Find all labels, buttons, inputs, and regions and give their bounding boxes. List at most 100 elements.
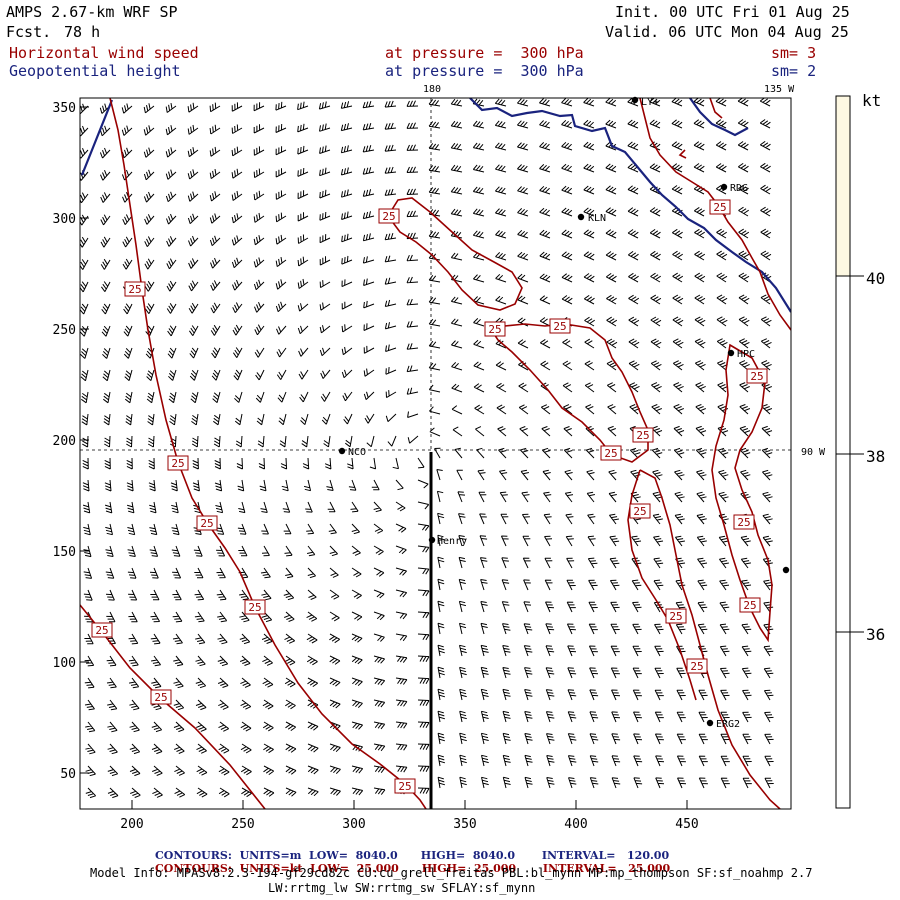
contour-label: 25 <box>378 208 400 224</box>
coastline <box>80 98 791 313</box>
contour-label: 25 <box>549 318 571 334</box>
contour-label: 25 <box>686 658 708 674</box>
svg-text:RDG: RDG <box>730 183 748 194</box>
forecast-label: Fcst. <box>6 23 52 41</box>
svg-text:NCO: NCO <box>348 447 366 458</box>
svg-text:25: 25 <box>743 599 756 612</box>
y-tick-label: 250 <box>53 323 76 338</box>
svg-text:LY+: LY+ <box>641 97 659 108</box>
smoothing-2: sm= 2 <box>771 62 817 80</box>
svg-text:25: 25 <box>95 624 108 637</box>
y-tick-label: 300 <box>53 212 76 227</box>
pressure-level-2: at pressure = 300 hPa <box>385 62 584 80</box>
y-tick-label: 200 <box>53 434 76 449</box>
station-erg2: ERG2 <box>706 719 740 730</box>
contour-label: 25 <box>709 199 731 215</box>
contour-label: 25 <box>244 599 266 615</box>
x-tick-label: 350 <box>453 817 476 832</box>
svg-text:25: 25 <box>737 516 750 529</box>
contour-label: 25 <box>733 514 755 530</box>
lon-label-90w: 90 W <box>801 447 826 458</box>
colorbar-tick: 38 <box>866 447 885 466</box>
station-henry: Henry <box>428 536 467 547</box>
station-hpc: HPC <box>727 349 755 360</box>
colorbar-top-swatch <box>836 96 850 276</box>
svg-text:Henry: Henry <box>437 536 467 547</box>
lon-label-180: 180 <box>423 84 441 95</box>
field-wind-speed: Horizontal wind speed <box>9 44 199 62</box>
contours-row-height: CONTOURS: UNITS=m LOW= 8040.0 HIGH= 8040… <box>155 849 670 862</box>
y-tick-label: 150 <box>53 545 76 560</box>
colorbar-tick: 36 <box>866 625 885 644</box>
field-geopotential: Geopotential height <box>9 62 181 80</box>
x-tick-label: 450 <box>675 817 698 832</box>
y-tick-label: 350 <box>53 101 76 116</box>
lon-label-135w: 135 W <box>764 84 795 95</box>
wind-speed-contours <box>80 98 791 809</box>
svg-text:25: 25 <box>154 691 167 704</box>
contour-label: 25 <box>600 445 622 461</box>
contour-labels: 25 25 25 25 25 25 25 25 25 25 25 25 25 2… <box>91 199 768 794</box>
graticule-lines <box>80 98 791 809</box>
stations: LY+ RDG KLN HPC NCO Henry ERG2 <box>338 96 790 730</box>
svg-text:25: 25 <box>128 283 141 296</box>
svg-text:25: 25 <box>171 457 184 470</box>
contour-label: 25 <box>394 778 416 794</box>
y-tick-label: 100 <box>53 656 76 671</box>
pressure-level-1: at pressure = 300 hPa <box>385 44 584 62</box>
svg-text:ERG2: ERG2 <box>716 719 740 730</box>
x-tick-label: 400 <box>564 817 587 832</box>
valid-time: Valid. 06 UTC Mon 04 Aug 25 <box>605 23 849 41</box>
contour-label: 25 <box>91 622 113 638</box>
contour-label: 25 <box>150 689 172 705</box>
init-time: Init. 00 UTC Fri 01 Aug 25 <box>615 3 850 21</box>
contour-label: 25 <box>665 608 687 624</box>
svg-text:25: 25 <box>200 517 213 530</box>
svg-text:25: 25 <box>488 323 501 336</box>
forecast-hours: 78 h <box>64 23 101 41</box>
svg-text:25: 25 <box>690 660 703 673</box>
svg-text:25: 25 <box>382 210 395 223</box>
x-tick-label: 200 <box>120 817 143 832</box>
contour-label: 25 <box>167 455 189 471</box>
x-tick-label: 300 <box>342 817 365 832</box>
contour-label: 25 <box>629 503 651 519</box>
contour-label: 25 <box>196 515 218 531</box>
station-rdg: RDG <box>720 183 748 194</box>
smoothing-1: sm= 3 <box>771 44 817 62</box>
svg-text:25: 25 <box>633 505 646 518</box>
x-axis-labels: 200 250 300 350 400 450 <box>120 817 698 832</box>
contour-label: 25 <box>746 368 768 384</box>
colorbar-frame <box>835 95 851 809</box>
station-nco: NCO <box>338 447 366 458</box>
svg-text:25: 25 <box>248 601 261 614</box>
y-axis-labels: 350 300 250 200 150 100 50 <box>53 101 76 782</box>
svg-text:25: 25 <box>750 370 763 383</box>
model-title: AMPS 2.67-km WRF SP <box>6 3 178 21</box>
y-tick-label: 50 <box>60 767 76 782</box>
colorbar-tick: 40 <box>866 269 885 288</box>
colorbar-unit: kt <box>862 91 881 110</box>
contour-label: 25 <box>739 597 761 613</box>
svg-text:25: 25 <box>636 429 649 442</box>
contour-label: 25 <box>124 281 146 297</box>
model-info-line2: LW:rrtmg_lw SW:rrtmg_sw SFLAY:sf_mynn <box>268 881 536 895</box>
model-info: Model Info: MPASv8.2.3-194-gf29cd82c CU:… <box>90 866 813 880</box>
x-tick-label: 250 <box>231 817 254 832</box>
svg-text:25: 25 <box>713 201 726 214</box>
svg-text:25: 25 <box>553 320 566 333</box>
svg-text:KLN: KLN <box>588 213 606 224</box>
axis-ticks <box>80 106 688 809</box>
svg-text:25: 25 <box>669 610 682 623</box>
station-edge <box>782 566 790 574</box>
colorbar: kt 40 38 36 <box>835 91 885 809</box>
svg-text:HPC: HPC <box>737 349 755 360</box>
graticule-labels: 180 135 W 90 W <box>423 84 826 458</box>
svg-text:25: 25 <box>604 447 617 460</box>
contours-row-wind: CONTOURS: UNITS=kt LOW= 25.000 HIGH= 25.… <box>155 862 671 875</box>
svg-text:25: 25 <box>398 780 411 793</box>
contour-label: 25 <box>484 321 506 337</box>
contour-label: 25 <box>632 427 654 443</box>
station-kln: KLN <box>577 213 606 224</box>
